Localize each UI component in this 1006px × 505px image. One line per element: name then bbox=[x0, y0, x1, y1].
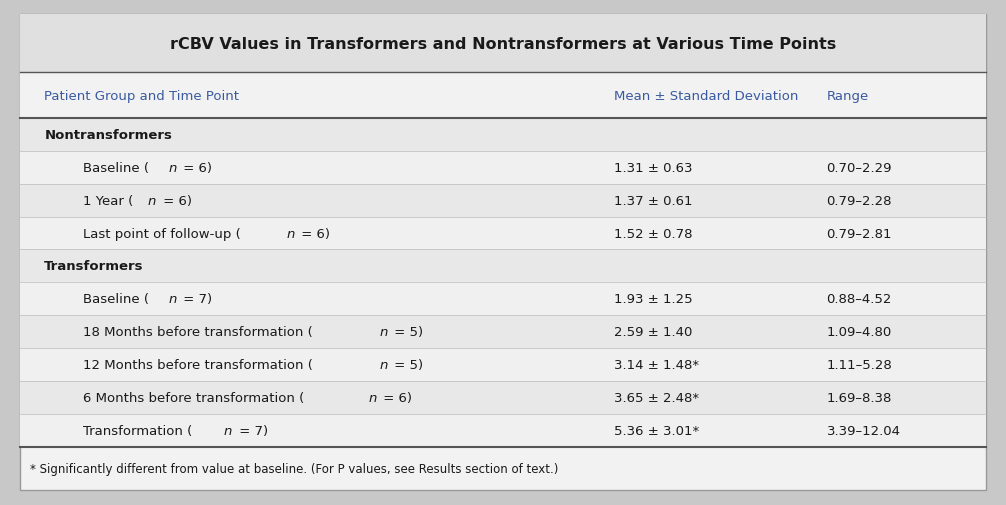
Text: 3.65 ± 2.48*: 3.65 ± 2.48* bbox=[614, 391, 699, 404]
Text: Range: Range bbox=[827, 89, 869, 103]
FancyBboxPatch shape bbox=[20, 217, 986, 250]
Text: Baseline (: Baseline ( bbox=[82, 162, 149, 174]
Text: 18 Months before transformation (: 18 Months before transformation ( bbox=[82, 326, 313, 338]
Text: Mean ± Standard Deviation: Mean ± Standard Deviation bbox=[614, 89, 799, 103]
Text: Patient Group and Time Point: Patient Group and Time Point bbox=[44, 89, 239, 103]
Text: 0.70–2.29: 0.70–2.29 bbox=[827, 162, 892, 174]
Text: n: n bbox=[148, 194, 156, 207]
Text: Transformation (: Transformation ( bbox=[82, 424, 192, 437]
Text: Nontransformers: Nontransformers bbox=[44, 129, 172, 141]
FancyBboxPatch shape bbox=[20, 283, 986, 316]
Text: 1.69–8.38: 1.69–8.38 bbox=[827, 391, 892, 404]
Text: 1.09–4.80: 1.09–4.80 bbox=[827, 326, 891, 338]
Text: 12 Months before transformation (: 12 Months before transformation ( bbox=[82, 359, 313, 371]
Text: 3.39–12.04: 3.39–12.04 bbox=[827, 424, 900, 437]
Text: = 6): = 6) bbox=[297, 227, 330, 240]
FancyBboxPatch shape bbox=[20, 381, 986, 414]
Text: Last point of follow-up (: Last point of follow-up ( bbox=[82, 227, 240, 240]
FancyBboxPatch shape bbox=[20, 119, 986, 152]
Text: n: n bbox=[168, 162, 176, 174]
Text: 0.79–2.81: 0.79–2.81 bbox=[827, 227, 892, 240]
Text: 1.37 ± 0.61: 1.37 ± 0.61 bbox=[614, 194, 692, 207]
Text: n: n bbox=[224, 424, 232, 437]
Text: 0.88–4.52: 0.88–4.52 bbox=[827, 293, 892, 306]
Text: = 6): = 6) bbox=[159, 194, 191, 207]
Text: 1.93 ± 1.25: 1.93 ± 1.25 bbox=[614, 293, 693, 306]
Text: 1.31 ± 0.63: 1.31 ± 0.63 bbox=[614, 162, 692, 174]
FancyBboxPatch shape bbox=[20, 152, 986, 184]
Text: Baseline (: Baseline ( bbox=[82, 293, 149, 306]
Text: n: n bbox=[379, 326, 387, 338]
FancyBboxPatch shape bbox=[20, 414, 986, 447]
Text: n: n bbox=[368, 391, 377, 404]
FancyBboxPatch shape bbox=[20, 15, 986, 490]
Text: 2.59 ± 1.40: 2.59 ± 1.40 bbox=[614, 326, 692, 338]
Text: = 5): = 5) bbox=[390, 326, 424, 338]
Text: 1.11–5.28: 1.11–5.28 bbox=[827, 359, 892, 371]
Text: 5.36 ± 3.01*: 5.36 ± 3.01* bbox=[614, 424, 699, 437]
FancyBboxPatch shape bbox=[20, 73, 986, 119]
FancyBboxPatch shape bbox=[20, 316, 986, 348]
Text: n: n bbox=[379, 359, 388, 371]
Text: n: n bbox=[168, 293, 176, 306]
Text: = 7): = 7) bbox=[179, 293, 212, 306]
FancyBboxPatch shape bbox=[20, 15, 986, 73]
FancyBboxPatch shape bbox=[20, 348, 986, 381]
Text: 0.79–2.28: 0.79–2.28 bbox=[827, 194, 892, 207]
Text: rCBV Values in Transformers and Nontransformers at Various Time Points: rCBV Values in Transformers and Nontrans… bbox=[170, 37, 836, 52]
Text: 6 Months before transformation (: 6 Months before transformation ( bbox=[82, 391, 304, 404]
Text: Transformers: Transformers bbox=[44, 260, 144, 273]
Text: 1.52 ± 0.78: 1.52 ± 0.78 bbox=[614, 227, 692, 240]
Text: 1 Year (: 1 Year ( bbox=[82, 194, 133, 207]
Text: n: n bbox=[287, 227, 295, 240]
Text: = 6): = 6) bbox=[379, 391, 412, 404]
FancyBboxPatch shape bbox=[20, 184, 986, 217]
Text: = 7): = 7) bbox=[234, 424, 268, 437]
Text: = 5): = 5) bbox=[390, 359, 424, 371]
Text: = 6): = 6) bbox=[179, 162, 212, 174]
Text: * Significantly different from value at baseline. (For P values, see Results sec: * Significantly different from value at … bbox=[30, 462, 558, 475]
Text: 3.14 ± 1.48*: 3.14 ± 1.48* bbox=[614, 359, 699, 371]
FancyBboxPatch shape bbox=[20, 250, 986, 283]
